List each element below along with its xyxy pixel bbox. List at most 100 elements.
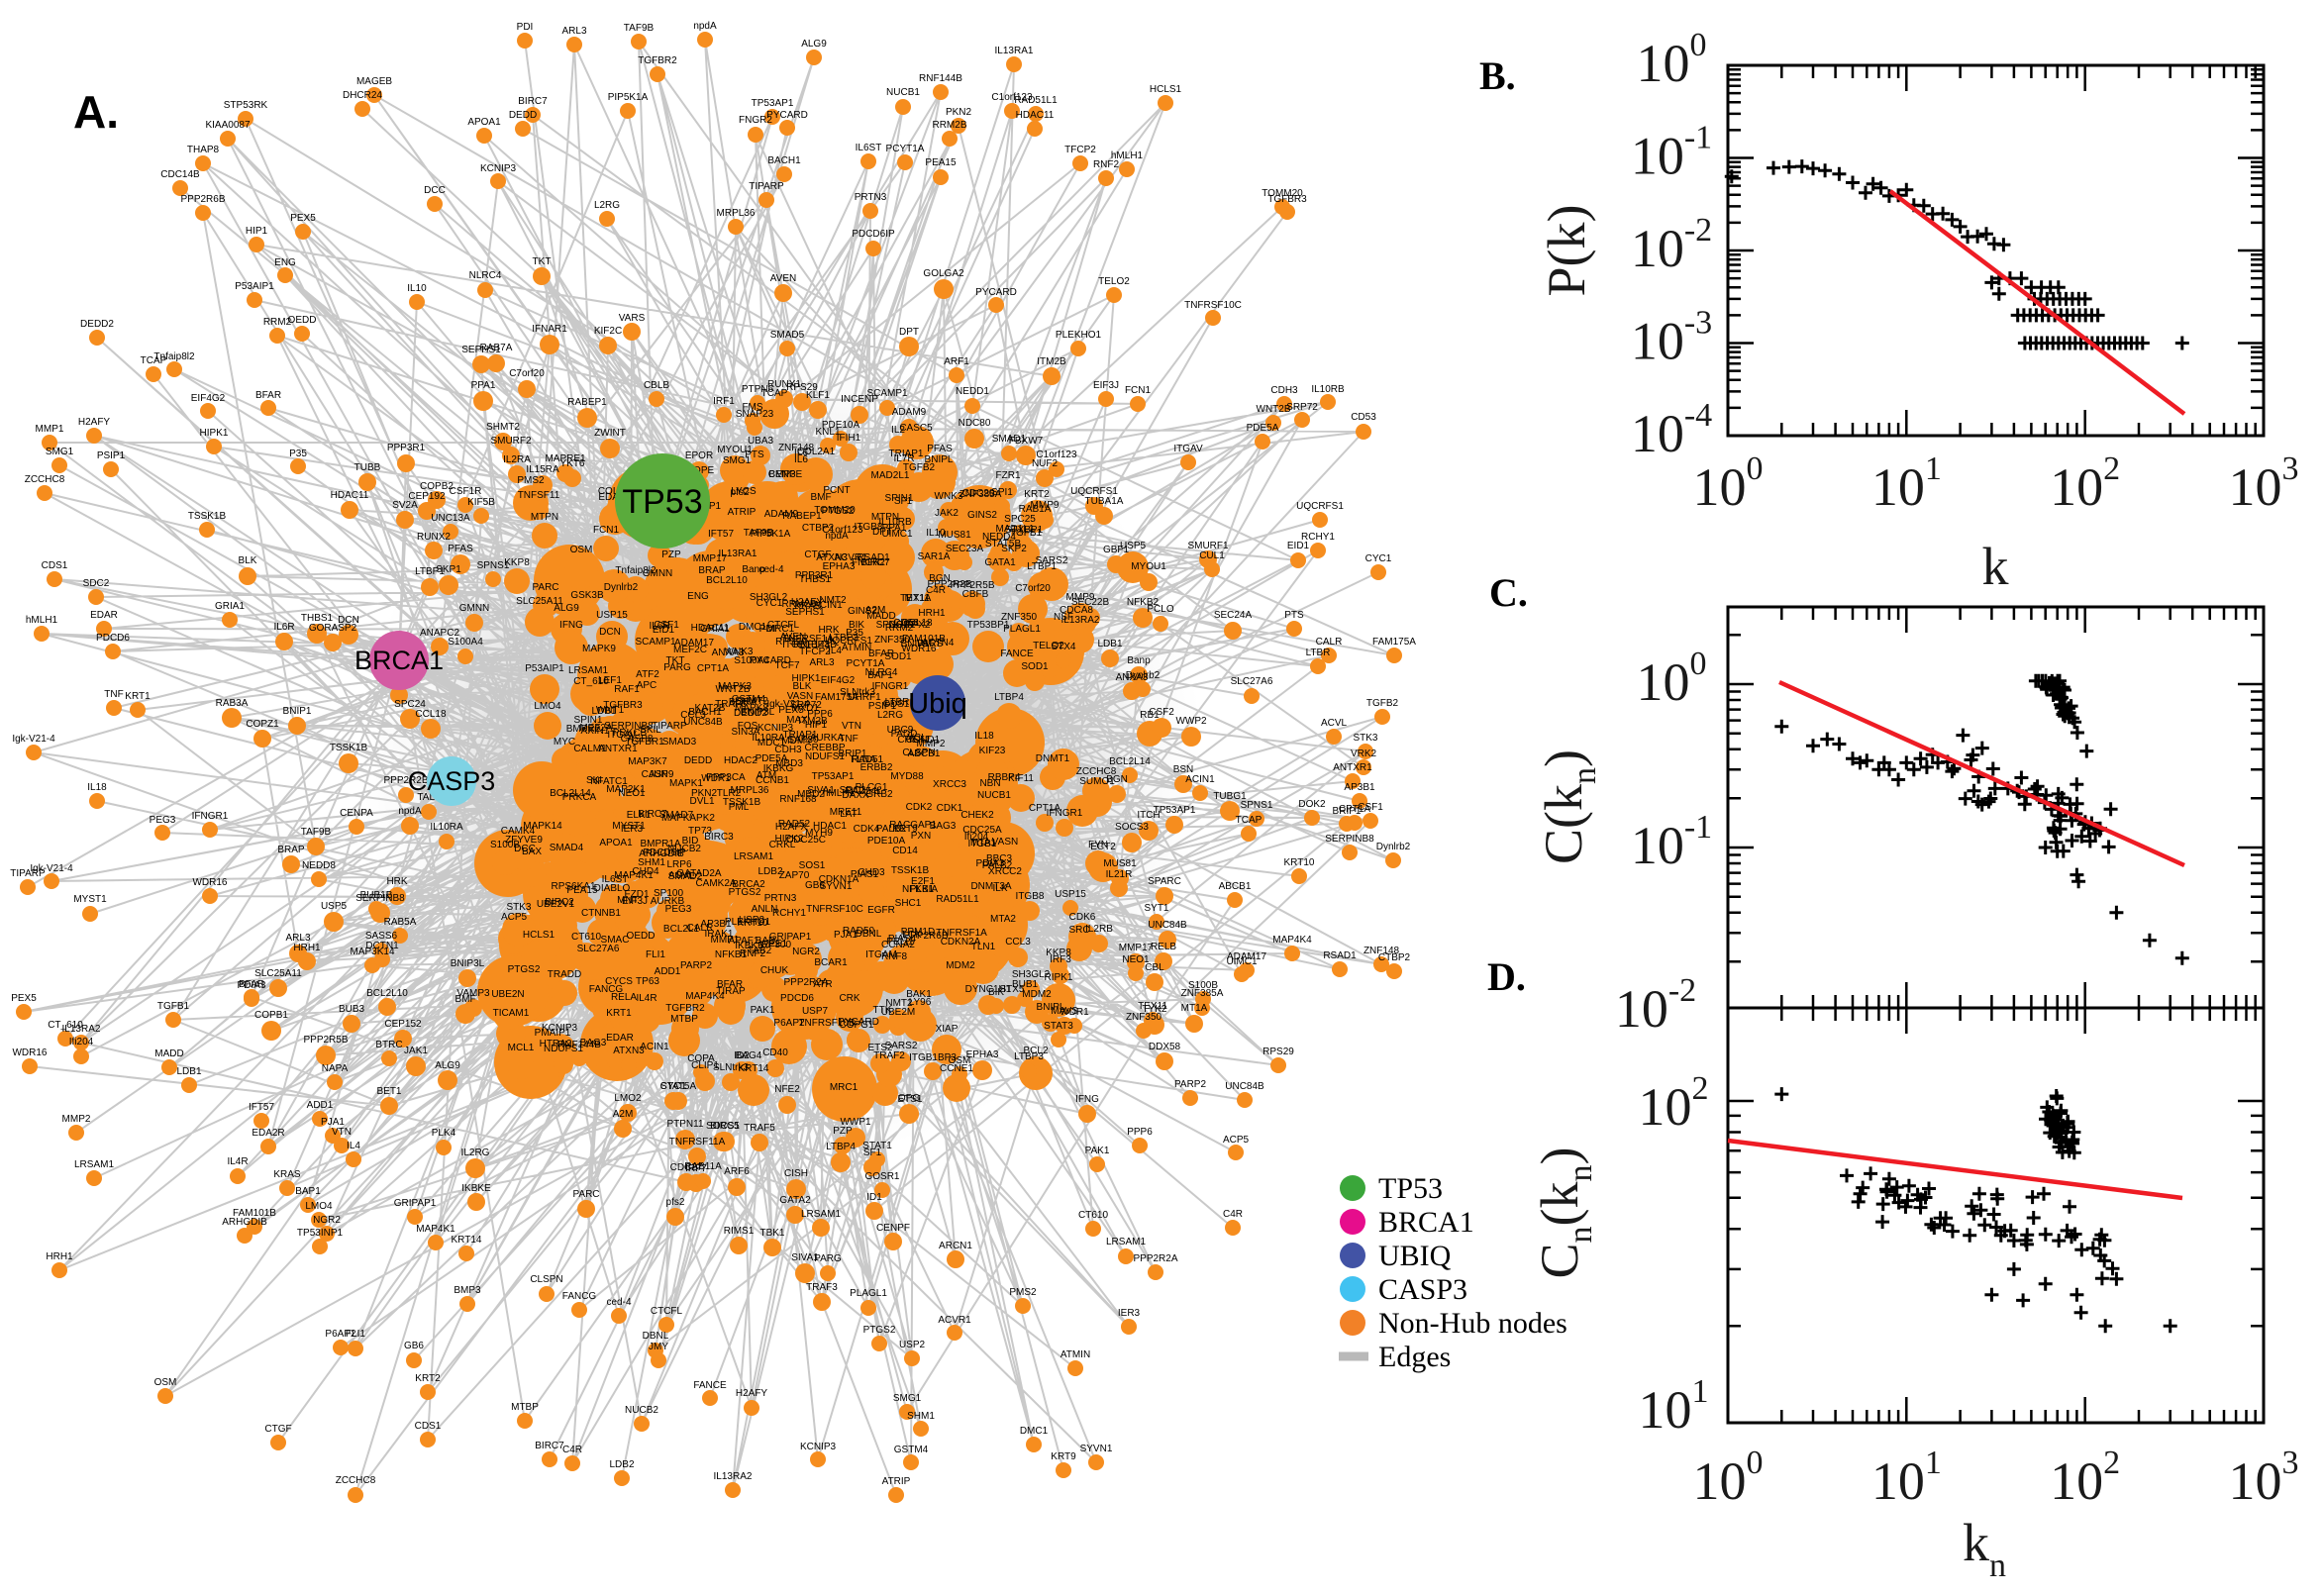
svg-text:DMC1: DMC1 [1020, 1426, 1049, 1437]
svg-text:CHEK2: CHEK2 [960, 810, 994, 821]
svg-text:ITGB1BP3: ITGB1BP3 [782, 640, 830, 650]
svg-text:PSIP1: PSIP1 [97, 450, 126, 461]
svg-text:BCL2L1: BCL2L1 [663, 924, 700, 935]
svg-text:CDC20: CDC20 [962, 488, 995, 499]
svg-text:PDE10A: PDE10A [867, 836, 906, 847]
svg-text:CBL: CBL [1145, 962, 1164, 973]
svg-text:ACTN4: ACTN4 [922, 638, 955, 648]
svg-text:TNFSF11: TNFSF11 [518, 490, 560, 501]
svg-text:S100A4: S100A4 [448, 637, 483, 648]
svg-text:SNAP23: SNAP23 [736, 409, 774, 420]
svg-text:k: k [1982, 537, 2009, 596]
svg-text:UBIQ: UBIQ [1378, 1240, 1452, 1272]
svg-text:TIRAP: TIRAP [716, 986, 746, 997]
svg-text:LTBP1: LTBP1 [1027, 561, 1057, 572]
svg-text:VAMP3: VAMP3 [456, 988, 490, 999]
svg-text:DHCR24: DHCR24 [343, 90, 382, 101]
svg-text:TBK1: TBK1 [759, 1228, 784, 1239]
svg-text:SPIN1: SPIN1 [574, 715, 603, 726]
svg-text:CDCA8: CDCA8 [1060, 605, 1093, 616]
svg-text:XRCC3: XRCC3 [933, 779, 966, 790]
svg-text:STAT5B: STAT5B [985, 539, 1022, 549]
svg-text:GINS2: GINS2 [967, 510, 997, 521]
svg-text:PMS2: PMS2 [1009, 1287, 1037, 1298]
svg-text:TTK: TTK [873, 1005, 892, 1016]
svg-text:PLCG1: PLCG1 [856, 782, 888, 793]
svg-text:DCC: DCC [424, 185, 446, 196]
svg-text:BAD: BAD [756, 936, 776, 947]
svg-text:TNFRSF10C: TNFRSF10C [806, 904, 863, 915]
svg-text:MDM4: MDM4 [781, 736, 811, 747]
svg-text:RAD51: RAD51 [852, 754, 884, 765]
svg-text:DEDD: DEDD [684, 755, 712, 766]
svg-text:ACP5: ACP5 [501, 912, 528, 923]
svg-text:RELA: RELA [611, 992, 637, 1003]
svg-text:WNT2B: WNT2B [716, 684, 751, 695]
svg-text:CEP192: CEP192 [408, 491, 446, 502]
svg-text:PPP3CA: PPP3CA [706, 772, 746, 783]
svg-text:SRP72: SRP72 [790, 700, 822, 711]
svg-text:TPX2: TPX2 [905, 620, 930, 631]
svg-text:GB6: GB6 [404, 1341, 424, 1351]
svg-text:THAP8: THAP8 [187, 145, 220, 155]
svg-text:PLEKHO1: PLEKHO1 [1056, 330, 1102, 341]
svg-text:BORA: BORA [729, 697, 758, 708]
svg-text:DOK2: DOK2 [1298, 799, 1326, 810]
svg-text:LDB2: LDB2 [758, 866, 782, 877]
svg-text:VTN: VTN [332, 1127, 352, 1138]
svg-text:IKBKG: IKBKG [763, 763, 794, 774]
svg-text:NAPA: NAPA [322, 1063, 349, 1074]
svg-text:PELI1: PELI1 [886, 937, 914, 948]
svg-text:EPHA3: EPHA3 [966, 1049, 999, 1060]
svg-text:PLEKHO1: PLEKHO1 [725, 917, 771, 928]
svg-text:RSAD1: RSAD1 [1323, 950, 1357, 961]
svg-text:FNGR2: FNGR2 [852, 557, 885, 568]
svg-text:MAPRE1: MAPRE1 [545, 453, 586, 464]
svg-text:BCL2L14: BCL2L14 [550, 788, 591, 799]
svg-text:SDC2: SDC2 [840, 785, 866, 796]
svg-text:SERPINB8: SERPINB8 [604, 721, 654, 732]
svg-text:EDAR: EDAR [606, 1033, 634, 1044]
svg-text:CREBBP: CREBBP [804, 743, 845, 753]
svg-text:RNF168: RNF168 [779, 794, 817, 805]
svg-text:BIK: BIK [849, 620, 864, 631]
svg-text:BAG3: BAG3 [580, 1038, 607, 1048]
svg-text:SOD1: SOD1 [1021, 661, 1049, 672]
svg-text:SKI: SKI [586, 775, 602, 786]
svg-text:IL18: IL18 [974, 731, 994, 742]
svg-text:JAK1: JAK1 [404, 1046, 428, 1056]
svg-text:CT_610: CT_610 [48, 1020, 83, 1031]
svg-text:TNFRSF10B: TNFRSF10B [798, 1018, 856, 1029]
svg-text:ID1: ID1 [866, 1192, 882, 1203]
svg-text:EDA2R: EDA2R [598, 492, 631, 503]
svg-text:CDH3: CDH3 [1270, 385, 1298, 396]
svg-text:MAD2L1: MAD2L1 [871, 470, 910, 481]
svg-text:BAP1: BAP1 [867, 670, 893, 681]
svg-text:CCL3: CCL3 [1005, 937, 1031, 948]
svg-text:SRC: SRC [1068, 925, 1089, 936]
svg-text:SMAD3: SMAD3 [662, 737, 697, 748]
svg-text:ZNF350: ZNF350 [874, 635, 911, 646]
svg-text:PDCD6IP: PDCD6IP [852, 229, 895, 240]
svg-text:ITGB1: ITGB1 [968, 839, 997, 849]
svg-text:UNC84B: UNC84B [1148, 920, 1187, 931]
svg-text:TP53: TP53 [622, 483, 702, 521]
svg-text:BIRC5: BIRC5 [710, 1121, 740, 1132]
svg-text:H2AFX: H2AFX [775, 822, 808, 833]
svg-text:EDA2R: EDA2R [252, 1128, 284, 1139]
svg-text:RRM2: RRM2 [263, 317, 292, 328]
svg-text:MTA1: MTA1 [970, 838, 996, 848]
svg-text:MUS81: MUS81 [1103, 858, 1137, 869]
svg-text:CASP3: CASP3 [408, 766, 496, 796]
svg-text:BUB1: BUB1 [1012, 979, 1039, 990]
svg-text:LRSAM1: LRSAM1 [568, 665, 608, 676]
svg-text:NSF: NSF [1054, 612, 1073, 623]
svg-text:NFKB1: NFKB1 [715, 949, 748, 960]
svg-text:MDM2: MDM2 [1022, 989, 1052, 1000]
svg-text:BIRC7: BIRC7 [518, 96, 548, 107]
svg-text:CASP8: CASP8 [621, 734, 654, 745]
svg-text:OSM: OSM [570, 545, 593, 555]
svg-text:LDB1: LDB1 [591, 706, 616, 717]
svg-text:VARS: VARS [619, 313, 646, 324]
svg-text:RIPK1: RIPK1 [1045, 972, 1073, 983]
